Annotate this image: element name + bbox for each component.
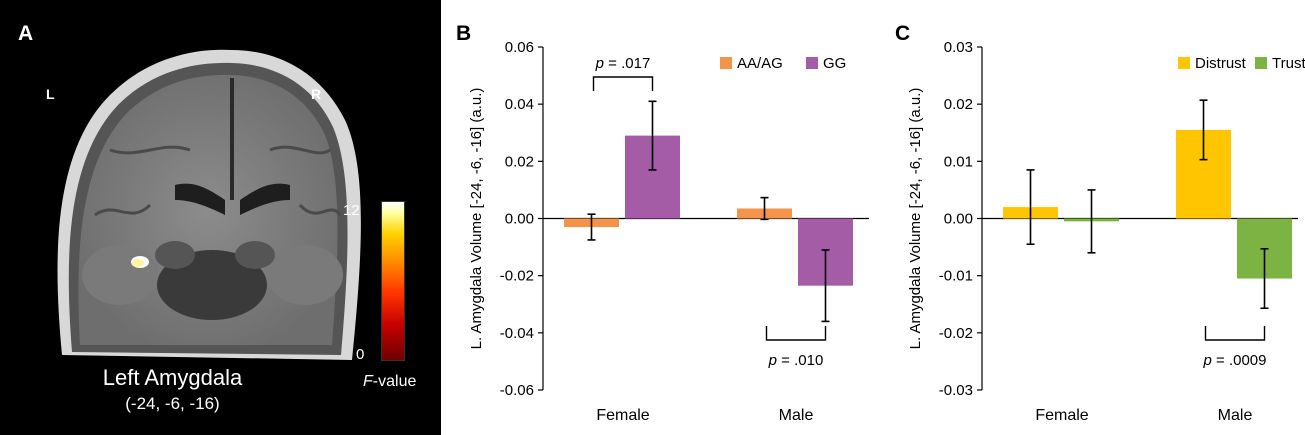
left-hemisphere-label: L [46, 86, 55, 102]
chart-c: 0.03 0.02 0.01 0.00 -0.01 -0.02 -0.03 L. Amygda… [907, 39, 1305, 424]
y-tick-label: -0.06 [500, 382, 534, 399]
y-tick-label: -0.02 [939, 325, 973, 342]
panel-letter-a: A [18, 22, 34, 45]
significance-bracket [592, 76, 654, 91]
f-value-colorbar [381, 201, 405, 361]
y-tick-label: -0.03 [939, 382, 973, 399]
y-tick-label: 0.02 [944, 96, 973, 113]
legend-label: GG [823, 55, 846, 72]
panel-letter-c: C [895, 22, 911, 45]
y-tick-label: 0.00 [505, 211, 534, 228]
legend-swatch [720, 57, 732, 69]
y-tick-label: 0.06 [505, 39, 534, 56]
y-tick-label: -0.04 [500, 325, 534, 342]
legend-swatch [806, 57, 818, 69]
right-hemisphere-label: R [311, 86, 322, 102]
legend-swatch [1255, 57, 1267, 69]
significance-label: p = .010 [768, 352, 824, 369]
category-label: Male [779, 407, 814, 424]
region-coordinates: (-24, -6, -16) [125, 394, 220, 413]
y-tick-label: -0.02 [500, 268, 534, 285]
y-tick-label: 0.03 [944, 39, 973, 56]
significance-label: p = .0009 [1203, 352, 1267, 369]
y-tick-label: 0.00 [944, 211, 973, 228]
category-label: Female [1035, 407, 1088, 424]
chart-b: 0.06 0.04 0.02 0.00 -0.02 -0.04 -0.06 L. Amygda… [468, 39, 869, 424]
colorbar-max-label: 12 [343, 202, 360, 219]
coronal-brain-image [57, 49, 361, 360]
panel-letter-b: B [456, 22, 472, 45]
region-name: Left Amygdala [102, 365, 243, 390]
y-tick-label: 0.02 [505, 153, 534, 170]
category-label: Male [1218, 407, 1253, 424]
legend-label: Distrust [1195, 55, 1247, 72]
y-tick-label: 0.01 [944, 153, 973, 170]
y-tick-label: 0.04 [505, 96, 534, 113]
y-axis-label: L. Amygdala Volume [-24, -6, -16] (a.u.) [907, 88, 924, 350]
brain-slice-panel: A L R 12 0 F-value Left Amygdala (-24, -… [0, 0, 441, 435]
legend-swatch [1178, 57, 1190, 69]
significance-label: p = .017 [595, 55, 651, 72]
significance-bracket [1204, 326, 1266, 341]
significance-bracket [765, 326, 827, 341]
y-axis-label: L. Amygdala Volume [-24, -6, -16] (a.u.) [468, 88, 485, 350]
y-tick-label: -0.01 [939, 268, 973, 285]
category-label: Female [596, 407, 649, 424]
legend-label: Trust [1272, 55, 1305, 72]
colorbar-title: F-value [363, 373, 417, 390]
legend-label: AA/AG [737, 55, 783, 72]
colorbar-min-label: 0 [356, 346, 365, 363]
